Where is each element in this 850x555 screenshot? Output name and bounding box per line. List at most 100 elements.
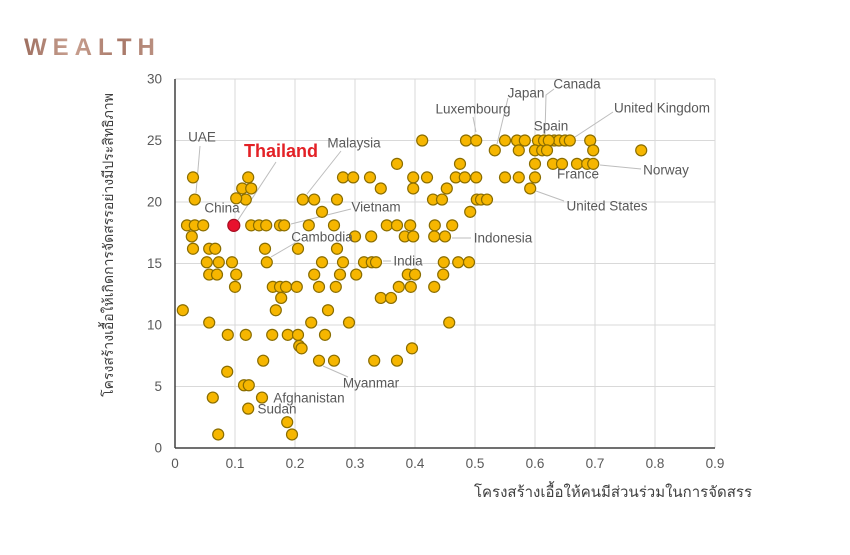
data-point [308, 268, 321, 281]
data-point [635, 144, 648, 157]
data-point [221, 365, 234, 378]
country-label: UAE [188, 130, 216, 145]
data-point [257, 354, 270, 367]
data-point-afghanistan [255, 391, 269, 404]
data-point [363, 171, 377, 184]
data-point [330, 242, 344, 255]
data-point [416, 134, 429, 147]
data-point [321, 304, 335, 317]
label-pointer-line [544, 88, 555, 135]
data-point [302, 219, 315, 232]
y-tick-label: 10 [147, 318, 162, 333]
data-point-japan [488, 144, 501, 157]
data-point-spain [542, 134, 555, 147]
country-label: Canada [553, 77, 601, 92]
data-point [528, 157, 542, 170]
data-point [221, 328, 234, 341]
data-point [330, 193, 344, 206]
x-tick-label: 0.9 [706, 456, 725, 471]
country-label: Japan [508, 86, 545, 101]
data-point [200, 256, 213, 269]
y-tick-label: 15 [147, 256, 162, 271]
data-point [336, 256, 350, 269]
data-point-cambodia [260, 256, 273, 269]
data-point [230, 268, 243, 281]
data-point [528, 171, 542, 184]
data-point [186, 242, 200, 255]
y-tick-label: 30 [147, 72, 162, 87]
data-point [315, 205, 329, 218]
data-point [212, 428, 225, 441]
data-point [197, 219, 210, 232]
label-pointer-line [270, 242, 296, 258]
data-point [420, 171, 434, 184]
data-point [242, 171, 255, 184]
data-point [555, 157, 569, 170]
data-point [312, 280, 326, 293]
y-axis-title: โครงสร้างเอื้อให้เกิดการจัดสรรอย่างมีประ… [98, 93, 116, 397]
y-tick-label: 0 [154, 441, 162, 456]
country-label: Indonesia [474, 231, 533, 246]
highlight-country-label: Thailand [244, 141, 318, 161]
data-point [407, 171, 420, 184]
y-tick-label: 25 [147, 133, 162, 148]
x-tick-label: 0.8 [646, 456, 665, 471]
data-point [266, 328, 279, 341]
data-point [285, 428, 299, 441]
x-tick-label: 0.1 [226, 456, 245, 471]
data-point [333, 268, 347, 281]
data-point [242, 379, 255, 392]
data-point-united-states [524, 182, 537, 195]
data-point [279, 280, 293, 293]
data-point [365, 230, 378, 243]
data-point [470, 171, 483, 184]
country-label: Cambodia [291, 230, 353, 245]
data-point [498, 171, 512, 184]
data-point [437, 268, 450, 281]
data-point [206, 391, 219, 404]
data-point [587, 144, 600, 157]
data-point-malaysia [296, 193, 309, 206]
data-point [225, 256, 239, 269]
country-label: Luxembourg [435, 102, 510, 117]
data-point [258, 242, 272, 255]
y-tick-label: 20 [147, 195, 162, 210]
data-point [404, 280, 417, 293]
data-point [435, 193, 449, 206]
label-pointer-line [306, 150, 342, 195]
data-point-uae [188, 193, 201, 206]
data-point-thailand-highlight [227, 218, 241, 232]
data-point [245, 182, 258, 195]
data-point [336, 171, 350, 184]
data-point [290, 280, 303, 293]
data-point [390, 219, 404, 232]
data-point [428, 280, 441, 293]
label-pointer-line [535, 190, 565, 202]
data-point [518, 134, 531, 147]
data-point [512, 144, 525, 157]
label-pointer-line [195, 145, 201, 194]
data-point [281, 416, 294, 429]
country-label: Myanmar [343, 376, 400, 391]
x-tick-label: 0.5 [466, 456, 485, 471]
data-point [440, 182, 453, 195]
data-point [203, 316, 216, 329]
data-point [428, 230, 441, 243]
data-point [480, 193, 494, 206]
data-point [374, 182, 387, 195]
x-tick-label: 0.4 [406, 456, 425, 471]
data-point [437, 256, 450, 269]
label-pointer-line [599, 164, 642, 170]
country-label: Malaysia [327, 136, 381, 151]
x-tick-label: 0.2 [286, 456, 305, 471]
label-pointer-line [322, 365, 349, 378]
data-point [407, 182, 420, 195]
data-point [405, 342, 419, 355]
data-point [327, 354, 341, 367]
label-pointer-line [574, 111, 614, 138]
country-label: Afghanistan [273, 391, 344, 406]
brand-logo: WEALTH [24, 34, 161, 61]
data-point [348, 230, 362, 243]
